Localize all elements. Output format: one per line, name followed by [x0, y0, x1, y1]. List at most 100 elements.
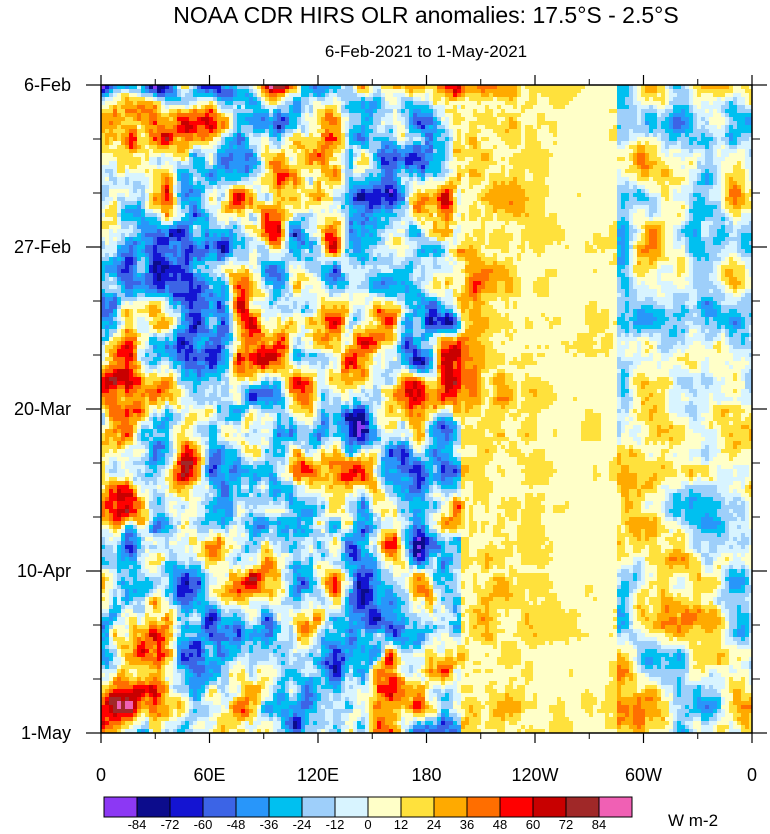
field-cell	[561, 113, 566, 118]
field-cell	[621, 85, 626, 90]
field-cell	[569, 97, 574, 102]
field-cell	[485, 149, 490, 154]
field-cell	[121, 153, 126, 158]
field-cell	[453, 205, 458, 210]
field-cell	[737, 97, 742, 102]
field-cell	[545, 157, 550, 162]
field-cell	[429, 169, 434, 174]
field-cell	[657, 113, 662, 118]
field-cell	[145, 145, 150, 150]
field-cell	[577, 113, 582, 118]
field-cell	[517, 189, 522, 194]
field-cell	[441, 113, 446, 118]
field-cell	[129, 109, 134, 114]
field-cell	[465, 189, 470, 194]
field-cell	[493, 121, 498, 126]
field-cell	[649, 185, 654, 190]
field-cell	[685, 189, 690, 194]
field-cell	[717, 169, 722, 174]
field-cell	[153, 133, 158, 138]
field-cell	[229, 105, 234, 110]
field-cell	[661, 129, 666, 134]
field-cell	[697, 121, 702, 126]
field-cell	[733, 145, 738, 150]
field-cell	[465, 173, 470, 178]
field-cell	[541, 105, 546, 110]
field-cell	[657, 149, 662, 154]
field-cell	[361, 141, 366, 146]
field-cell	[313, 205, 318, 210]
field-cell	[545, 85, 550, 90]
field-cell	[265, 193, 270, 198]
field-cell	[673, 177, 678, 182]
field-cell	[745, 193, 750, 198]
field-cell	[489, 177, 494, 182]
field-cell	[401, 117, 406, 122]
field-cell	[161, 137, 166, 142]
field-cell	[241, 173, 246, 178]
field-cell	[713, 113, 718, 118]
field-cell	[193, 173, 198, 178]
field-cell	[177, 89, 182, 94]
field-cell	[121, 85, 126, 90]
field-cell	[377, 189, 382, 194]
field-cell	[337, 145, 342, 150]
field-cell	[205, 89, 210, 94]
field-cell	[381, 113, 386, 118]
field-cell	[633, 173, 638, 178]
field-cell	[117, 201, 122, 206]
field-cell	[573, 197, 578, 202]
field-cell	[377, 93, 382, 98]
field-cell	[125, 129, 130, 134]
field-cell	[313, 105, 318, 110]
field-cell	[425, 117, 430, 122]
field-cell	[637, 181, 642, 186]
field-cell	[613, 129, 618, 134]
field-cell	[145, 201, 150, 206]
field-cell	[581, 85, 586, 90]
field-cell	[277, 113, 282, 118]
field-cell	[181, 145, 186, 150]
field-cell	[593, 97, 598, 102]
field-cell	[113, 105, 118, 110]
field-cell	[533, 141, 538, 146]
field-cell	[597, 125, 602, 130]
field-cell	[709, 129, 714, 134]
field-cell	[437, 177, 442, 182]
field-cell	[573, 181, 578, 186]
field-cell	[181, 85, 186, 90]
field-cell	[641, 189, 646, 194]
field-cell	[125, 101, 130, 106]
field-cell	[621, 145, 626, 150]
field-cell	[277, 93, 282, 98]
field-cell	[681, 189, 686, 194]
field-cell	[125, 145, 130, 150]
field-cell	[261, 197, 266, 202]
field-cell	[625, 153, 630, 158]
field-cell	[293, 125, 298, 130]
field-cell	[573, 145, 578, 150]
field-cell	[297, 105, 302, 110]
field-cell	[205, 173, 210, 178]
field-cell	[213, 197, 218, 202]
field-cell	[237, 157, 242, 162]
field-cell	[509, 145, 514, 150]
field-cell	[425, 161, 430, 166]
field-cell	[141, 85, 146, 90]
field-cell	[465, 113, 470, 118]
field-cell	[385, 173, 390, 178]
field-cell	[725, 93, 730, 98]
field-cell	[277, 193, 282, 198]
field-cell	[645, 125, 650, 130]
field-cell	[269, 101, 274, 106]
field-cell	[537, 149, 542, 154]
field-cell	[185, 85, 190, 90]
field-cell	[233, 161, 238, 166]
field-cell	[729, 161, 734, 166]
field-cell	[481, 181, 486, 186]
field-cell	[237, 101, 242, 106]
field-cell	[553, 161, 558, 166]
field-cell	[525, 169, 530, 174]
field-cell	[309, 153, 314, 158]
field-cell	[305, 129, 310, 134]
